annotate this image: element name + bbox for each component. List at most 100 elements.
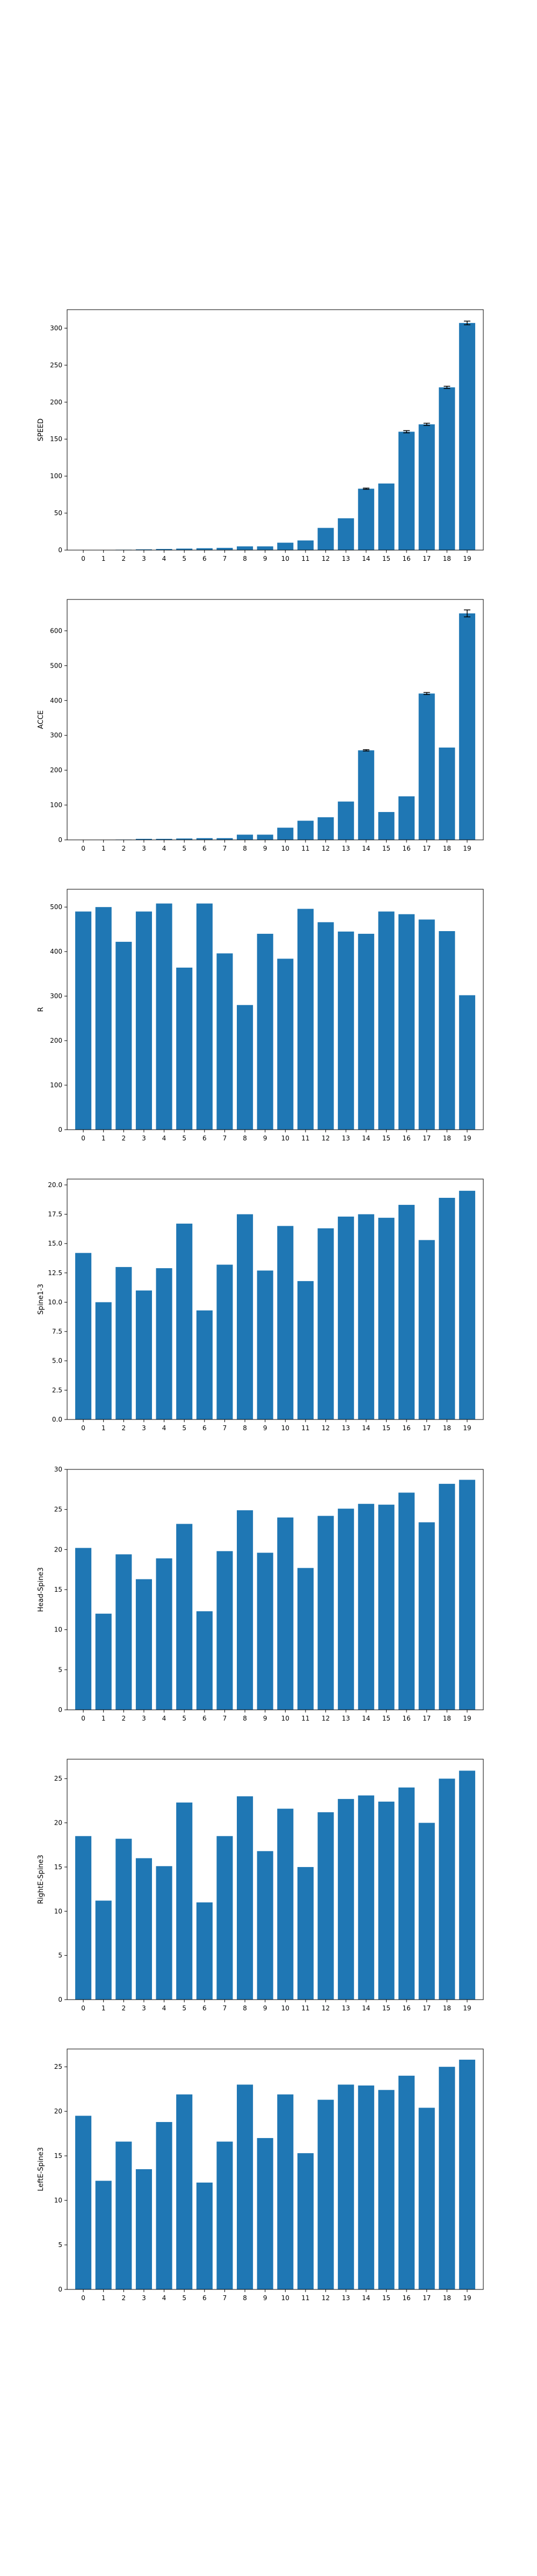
bar-5-13: [338, 1799, 354, 2000]
x-tick-label-3-18: 18: [443, 1424, 451, 1432]
x-tick-label-4-18: 18: [443, 1715, 451, 1722]
bar-3-1: [95, 1302, 112, 1419]
x-tick-label-1-1: 1: [101, 845, 106, 852]
bar-1-13: [338, 801, 354, 840]
x-tick-label-6-18: 18: [443, 2294, 451, 2302]
x-tick-label-2-6: 6: [202, 1135, 207, 1142]
y-tick-label-3-3: 7.5: [52, 1328, 62, 1335]
y-tick-label-1-2: 200: [50, 766, 62, 774]
x-tick-label-5-13: 13: [342, 2004, 350, 2012]
x-tick-label-6-3: 3: [142, 2294, 146, 2302]
x-tick-label-0-11: 11: [301, 555, 309, 562]
bar-3-12: [317, 1228, 334, 1419]
x-tick-label-1-5: 5: [182, 845, 186, 852]
y-tick-label-6-4: 20: [54, 2107, 62, 2115]
x-tick-label-1-16: 16: [402, 845, 410, 852]
bar-5-14: [358, 1795, 374, 2000]
x-tick-label-4-1: 1: [101, 1715, 106, 1722]
bar-5-12: [317, 1812, 334, 2000]
y-tick-label-5-5: 25: [54, 1775, 62, 1782]
bar-4-0: [75, 1548, 92, 1710]
bar-3-2: [115, 1267, 132, 1419]
x-tick-label-4-11: 11: [301, 1715, 309, 1722]
bar-4-19: [459, 1480, 475, 1710]
x-tick-label-6-0: 0: [81, 2294, 85, 2302]
x-tick-label-4-6: 6: [202, 1715, 207, 1722]
x-tick-label-2-4: 4: [162, 1135, 166, 1142]
x-tick-label-1-9: 9: [263, 845, 267, 852]
y-tick-label-2-2: 200: [50, 1037, 62, 1044]
x-tick-label-3-15: 15: [382, 1424, 390, 1432]
bar-6-4: [156, 2122, 172, 2289]
x-tick-label-6-13: 13: [342, 2294, 350, 2302]
y-axis-label-0: SPEED: [37, 419, 45, 442]
x-tick-label-1-0: 0: [81, 845, 85, 852]
x-tick-label-3-13: 13: [342, 1424, 350, 1432]
bar-1-12: [317, 817, 334, 840]
bar-4-3: [135, 1579, 153, 1710]
axes-frame-1: [67, 599, 484, 840]
x-tick-label-3-14: 14: [362, 1424, 370, 1432]
x-tick-label-0-15: 15: [382, 555, 390, 562]
bar-5-18: [439, 1779, 455, 2000]
bar-3-3: [135, 1290, 153, 1419]
x-tick-label-5-8: 8: [243, 2004, 247, 2012]
x-tick-label-6-14: 14: [362, 2294, 370, 2302]
x-tick-label-6-1: 1: [101, 2294, 106, 2302]
bar-2-0: [75, 911, 92, 1130]
bar-0-19: [459, 323, 475, 550]
bar-0-5: [176, 548, 193, 550]
bar-6-3: [135, 2169, 153, 2289]
x-tick-label-6-17: 17: [423, 2294, 431, 2302]
x-tick-label-0-16: 16: [402, 555, 410, 562]
bar-4-4: [156, 1558, 172, 1710]
x-tick-label-1-15: 15: [382, 845, 390, 852]
bar-1-7: [216, 838, 233, 840]
x-tick-label-5-12: 12: [322, 2004, 330, 2012]
bar-6-6: [196, 2182, 213, 2289]
bar-3-5: [176, 1224, 193, 1419]
x-tick-label-2-15: 15: [382, 1135, 390, 1142]
bar-5-5: [176, 1802, 193, 2000]
x-tick-label-0-8: 8: [243, 555, 247, 562]
bar-5-3: [135, 1858, 153, 2000]
x-tick-label-4-8: 8: [243, 1715, 247, 1722]
bar-0-10: [277, 543, 294, 550]
x-tick-label-4-7: 7: [223, 1715, 227, 1722]
x-tick-label-5-9: 9: [263, 2004, 267, 2012]
x-tick-label-4-9: 9: [263, 1715, 267, 1722]
y-tick-label-3-8: 20.0: [48, 1181, 62, 1189]
y-tick-label-3-7: 17.5: [48, 1211, 62, 1218]
y-tick-label-1-6: 600: [50, 627, 62, 634]
bar-6-1: [95, 2180, 112, 2289]
y-tick-label-1-1: 100: [50, 801, 62, 809]
x-tick-label-4-19: 19: [463, 1715, 471, 1722]
bar-2-7: [216, 953, 233, 1130]
x-tick-label-3-8: 8: [243, 1424, 247, 1432]
x-tick-label-3-4: 4: [162, 1424, 166, 1432]
x-tick-label-3-12: 12: [322, 1424, 330, 1432]
x-tick-label-0-13: 13: [342, 555, 350, 562]
bar-2-16: [398, 914, 415, 1130]
x-tick-label-3-0: 0: [81, 1424, 85, 1432]
bar-5-4: [156, 1866, 172, 2000]
y-tick-label-0-6: 300: [50, 324, 62, 332]
bar-2-14: [358, 933, 374, 1130]
y-tick-label-2-3: 300: [50, 992, 62, 1000]
bar-1-3: [135, 839, 153, 840]
y-axis-label-6: LeftE-Spine3: [37, 2147, 45, 2191]
bar-6-7: [216, 2141, 233, 2289]
bar-6-13: [338, 2084, 354, 2289]
x-tick-label-6-12: 12: [322, 2294, 330, 2302]
y-tick-label-5-4: 20: [54, 1819, 62, 1827]
bar-3-19: [459, 1190, 475, 1419]
y-tick-label-4-6: 30: [54, 1466, 62, 1473]
x-tick-label-1-18: 18: [443, 845, 451, 852]
x-tick-label-6-16: 16: [402, 2294, 410, 2302]
x-tick-label-3-17: 17: [423, 1424, 431, 1432]
bar-4-7: [216, 1551, 233, 1710]
x-tick-label-5-7: 7: [223, 2004, 227, 2012]
x-tick-label-2-5: 5: [182, 1135, 186, 1142]
x-tick-label-2-2: 2: [122, 1135, 126, 1142]
y-tick-label-6-2: 10: [54, 2197, 62, 2204]
